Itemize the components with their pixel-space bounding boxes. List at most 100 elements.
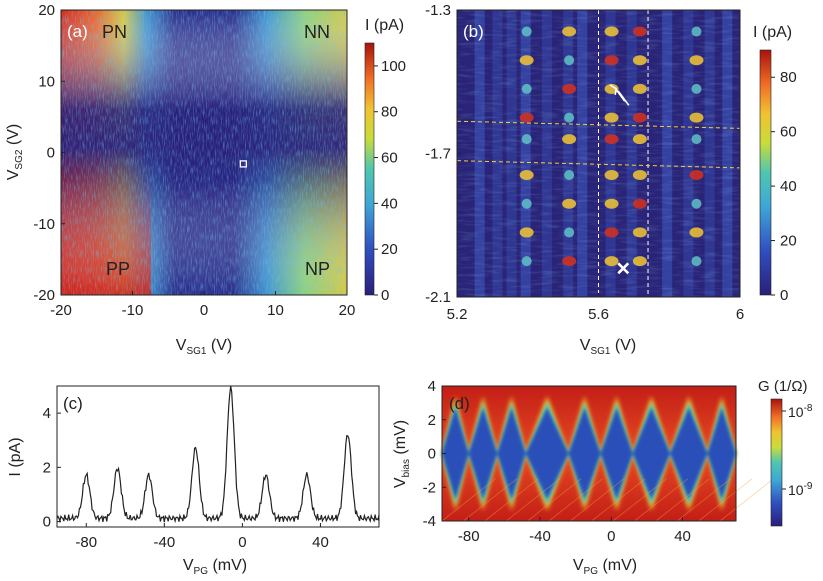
panel-b-peak-blob — [519, 227, 534, 238]
panel-d-excited-line — [719, 478, 774, 522]
panel-b-peak-blob — [632, 134, 647, 145]
panel-a-ytick-label: -20 — [33, 287, 55, 304]
panel-c-ylabel: I (pA) — [7, 437, 24, 476]
panel-a-colorbar-tick-label: 20 — [381, 241, 398, 258]
panel-b-peak-blob — [632, 256, 647, 267]
panel-d-ytick-label: -2 — [423, 479, 436, 496]
panel-d-ytick-label: 4 — [428, 378, 436, 395]
panel-b-peak-blob — [689, 55, 704, 66]
panel-d: (d) -80 -40 0 40 4 2 0 -2 -4 VPG (mV) Vbias (mV… — [392, 378, 813, 577]
panel-d-excited-line — [548, 478, 603, 522]
panel-d-colorbar-tick-label: 10-8 — [788, 403, 813, 420]
panel-a-ylabel: VSG2 (V) — [5, 124, 25, 180]
panel-d-xtick-label: -80 — [458, 528, 480, 545]
panel-b-colorbar-tick-label: 80 — [780, 69, 797, 86]
panel-c-xtick-label: -40 — [153, 534, 175, 551]
panel-b-dashed-diagonal — [456, 120, 741, 129]
panel-b-peak-blob — [691, 198, 702, 209]
panel-d-colorbar-tick-label: 10-9 — [788, 481, 813, 498]
panel-a-colorbar-label: I (pA) — [365, 17, 404, 34]
panel-d-excited-line — [527, 478, 582, 522]
panel-b-peak-blob — [632, 112, 647, 123]
panel-b-peak-blob — [521, 26, 532, 37]
panel-d-colorbar-tick-exponent: -8 — [804, 403, 813, 414]
panel-b-peak-blob — [564, 170, 575, 181]
panel-a-marker — [239, 160, 247, 168]
panel-b-peak-blob — [562, 256, 577, 267]
panel-b-ytick-label: -1.7 — [425, 146, 451, 163]
panel-b-peak-blob — [562, 83, 577, 94]
panel-a-colorbar-tick-label: 40 — [381, 195, 398, 212]
panel-b-peak-blob — [521, 256, 532, 267]
panel-a-colorbar-tick-label: 60 — [381, 150, 398, 167]
panel-a-ytick-label: 20 — [38, 2, 55, 19]
panel-a-xtick-label: 0 — [200, 302, 208, 319]
panel-c-trace — [56, 386, 380, 524]
panel-b-peak-blob — [562, 198, 577, 209]
panel-b-peak-blob — [521, 134, 532, 145]
quadrant-label-nn: NN — [304, 22, 330, 42]
panel-b-arrow-head — [609, 84, 618, 96]
panel-d-excited-line — [505, 478, 560, 522]
panel-d-excited-line — [591, 478, 646, 522]
panel-d-colorbar-tick-base: 10 — [788, 404, 804, 420]
panel-d-excited-line — [655, 478, 710, 522]
panel-d-label: (d) — [449, 394, 470, 413]
panel-a-colorbar-tick-label: 100 — [381, 58, 406, 75]
panel-b-peak-blob — [604, 55, 619, 66]
panel-d-xtick-label: 40 — [674, 528, 691, 545]
panel-c-xtick-label: 40 — [312, 534, 329, 551]
panel-b-peak-blob — [604, 256, 619, 267]
panel-b-peak-blob — [632, 198, 647, 209]
panel-c-ytick-label: 0 — [43, 514, 51, 531]
panel-c-xtick-label: -80 — [75, 534, 97, 551]
panel-d-ytick-label: -4 — [423, 513, 436, 530]
panel-b-peak-blob — [632, 26, 647, 37]
panel-b: (b) 5.2 5.6 6 -1.3 -1.7 -2.1 VSG1 (V) I (pA)… — [425, 2, 797, 357]
panel-a-colorbar-tick-label: 80 — [381, 104, 398, 121]
panel-b-peak-blob — [691, 26, 702, 37]
panel-b-peak-blob — [604, 170, 619, 181]
panel-b-colorbar-tick-label: 20 — [780, 233, 797, 250]
panel-b-peak-blob — [562, 26, 577, 37]
panel-b-peak-blob — [691, 134, 702, 145]
panel-d-excited-line — [698, 478, 753, 522]
panel-b-peak-blob — [604, 112, 619, 123]
panel-b-peak-blob — [521, 83, 532, 94]
quadrant-label-pn: PN — [102, 22, 127, 42]
panel-c: (c) -80 -40 0 40 4 2 0 VPG (mV) I (pA) — [7, 385, 380, 577]
panel-b-colorbar-tick-label: 40 — [780, 178, 797, 195]
panel-b-peak-blob — [604, 134, 619, 145]
panel-b-xlabel: VSG1 (V) — [580, 337, 636, 357]
panel-a-xtick-label: 10 — [267, 302, 284, 319]
panel-d-ytick-label: 0 — [428, 446, 436, 463]
panel-b-xtick-label: 5.6 — [588, 306, 609, 323]
panel-c-label: (c) — [63, 394, 83, 413]
panel-b-label: (b) — [463, 22, 484, 41]
panel-d-excited-line — [463, 478, 518, 522]
panel-d-ytick-label: 2 — [428, 412, 436, 429]
panel-c-xtick-label: 0 — [238, 534, 246, 551]
panel-d-excited-line — [570, 478, 624, 522]
panel-d-excited-line — [612, 478, 667, 522]
panel-b-peak-blob — [564, 112, 575, 123]
panel-b-peak-blob — [521, 198, 532, 209]
panel-b-peak-blob — [519, 170, 534, 181]
panel-a-colorbar-tick-label: 0 — [381, 287, 389, 304]
panel-c-xlabel: VPG (mV) — [183, 557, 247, 577]
panel-d-xtick-label: 0 — [607, 528, 615, 545]
panel-d-colorbar-tick-exponent: -9 — [804, 481, 813, 492]
panel-b-cross-marker — [617, 262, 630, 275]
panel-d-xlabel: VPG (mV) — [573, 557, 637, 577]
panel-c-frame — [56, 385, 380, 528]
panel-c-ytick-label: 2 — [43, 459, 51, 476]
panel-d-excited-line — [441, 478, 496, 522]
panel-b-arrow-shaft — [617, 90, 630, 106]
panel-a-colorbar — [364, 42, 375, 296]
panel-a: (a) PN NN PP NP -20 -10 0 10 20 20100-10-20 … — [5, 2, 406, 357]
panel-b-xtick-label: 6 — [736, 306, 744, 323]
panel-d-colorbar — [770, 398, 783, 527]
panel-b-peak-blob — [604, 26, 619, 37]
panel-b-peak-blob — [689, 227, 704, 238]
